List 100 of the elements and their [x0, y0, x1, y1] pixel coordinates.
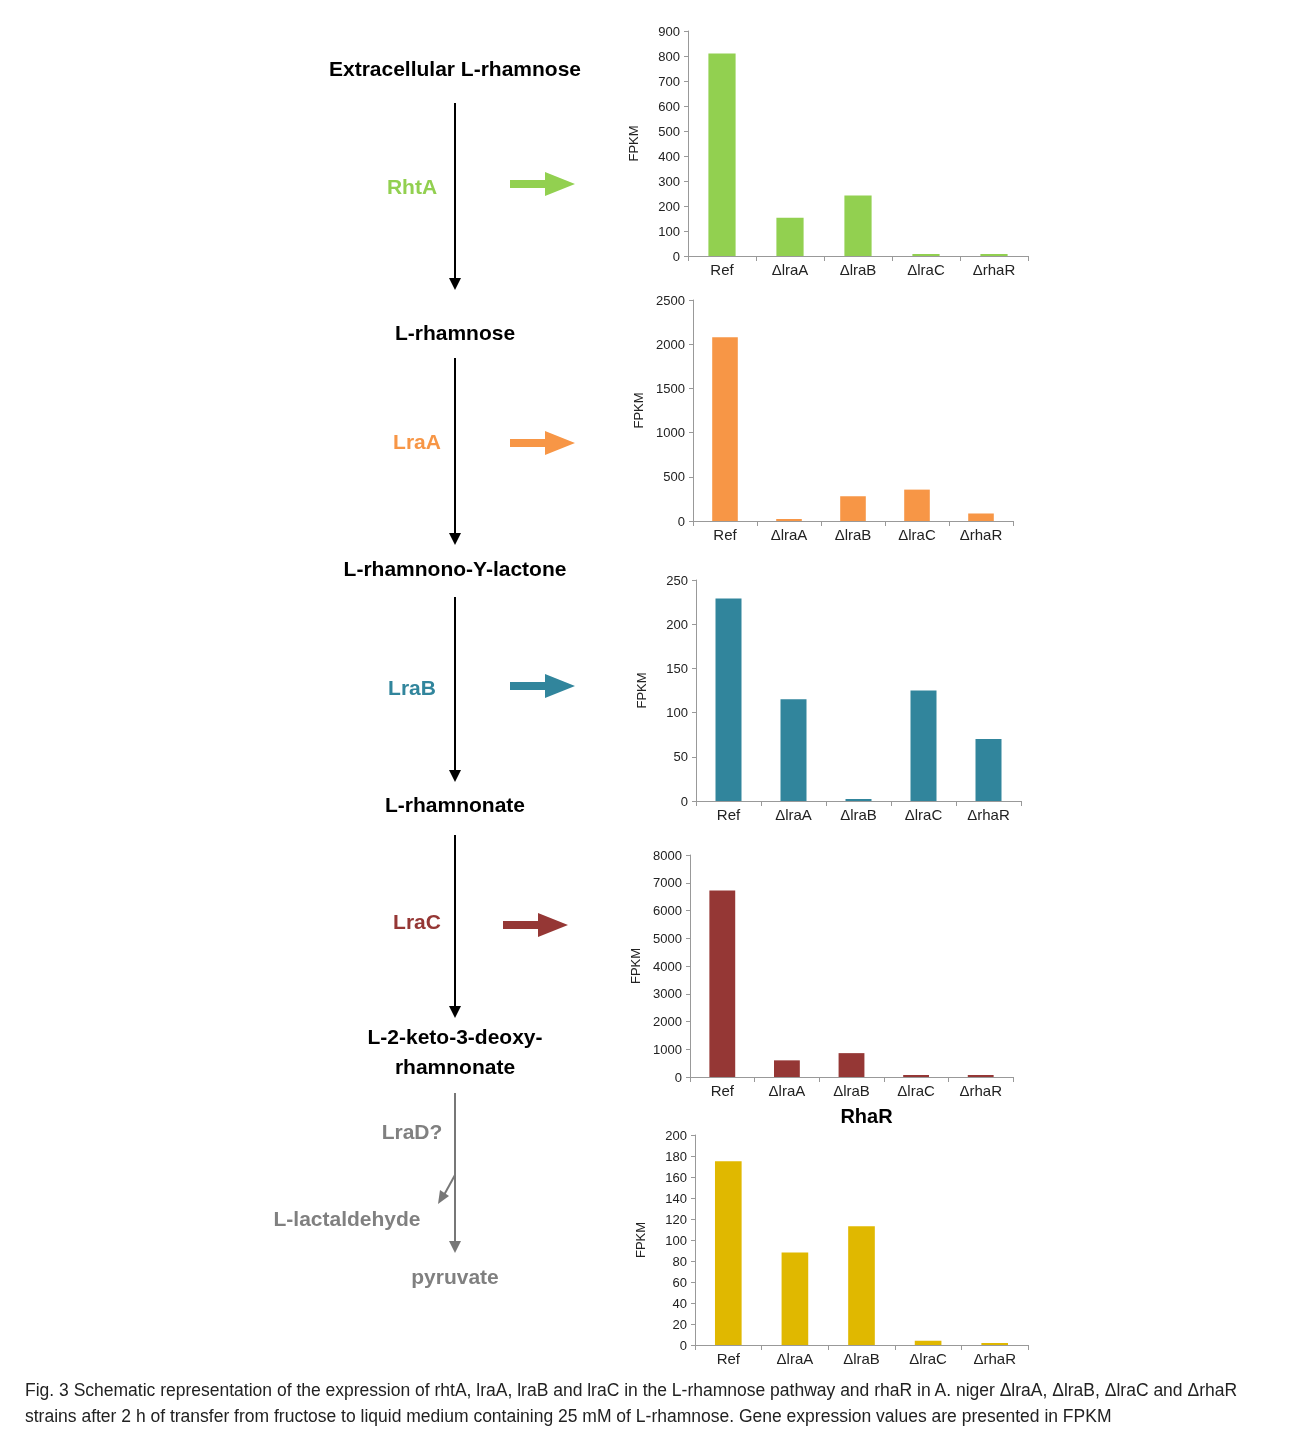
x-tick-label: ΔlraB	[840, 806, 877, 823]
y-tick-label: 1000	[656, 425, 685, 441]
y-tick-label: 7000	[653, 875, 682, 891]
y-tick-label: 200	[666, 616, 688, 632]
y-tick-label: 40	[672, 1295, 687, 1311]
x-tick-label: ΔrhaR	[973, 1350, 1017, 1367]
text: L-rhamnonate	[384, 792, 526, 818]
text: L-lactaldehyde	[273, 1206, 421, 1232]
y-axis-title: FPKM	[626, 125, 641, 162]
y-tick-label: 500	[658, 123, 680, 139]
y-axis-title: FPKM	[634, 672, 649, 709]
y-tick-label: 4000	[653, 958, 682, 974]
y-tick-label: 1500	[656, 380, 685, 396]
y-tick-label: 0	[672, 248, 680, 264]
x-tick-label: Ref	[716, 1350, 741, 1367]
bar	[844, 195, 872, 256]
chart-title: RhaR	[840, 1105, 894, 1127]
y-tick-label: 400	[658, 148, 680, 164]
x-tick-label: ΔlraC	[898, 526, 936, 543]
bar	[848, 1226, 875, 1345]
text: Extracellular L-rhamnose	[328, 56, 582, 82]
y-tick-label: 20	[672, 1316, 687, 1332]
text: RhtA	[386, 174, 438, 200]
bar	[840, 496, 866, 521]
x-tick-label: ΔlraA	[768, 1082, 806, 1099]
y-tick-label: 250	[666, 572, 688, 588]
y-tick-label: 80	[672, 1253, 687, 1269]
y-tick-label: 8000	[653, 847, 682, 863]
x-tick-label: ΔrhaR	[959, 526, 1003, 543]
x-tick-label: Ref	[713, 526, 738, 543]
y-tick-label: 2500	[656, 292, 685, 308]
y-tick-label: 180	[665, 1148, 687, 1164]
y-axis-title: FPKM	[628, 947, 643, 985]
y-tick-label: 0	[674, 1069, 682, 1085]
y-axis-title: FPKM	[633, 1221, 648, 1259]
text: L-rhamnono-Y-lactone	[343, 556, 567, 582]
y-tick-label: 6000	[653, 903, 682, 918]
y-tick-label: 900	[658, 23, 680, 39]
bar	[715, 598, 742, 801]
y-tick-label: 120	[665, 1211, 687, 1227]
y-tick-label: 200	[658, 198, 680, 214]
y-tick-label: 300	[658, 173, 680, 189]
x-tick-label: ΔlraC	[897, 1082, 936, 1099]
x-tick-label: ΔlraA	[770, 526, 808, 543]
y-tick-label: 100	[665, 1232, 687, 1248]
text: LraD?	[381, 1119, 443, 1145]
y-tick-label: 60	[672, 1274, 687, 1290]
y-tick-label: 5000	[653, 930, 682, 946]
bar	[914, 1340, 942, 1345]
y-tick-label: 50	[673, 749, 688, 765]
y-tick-label: 150	[666, 660, 688, 676]
bar	[773, 1060, 800, 1077]
x-tick-label: ΔlraB	[839, 261, 877, 278]
y-tick-label: 0	[677, 513, 685, 529]
y-tick-label: 100	[658, 223, 680, 239]
x-tick-label: ΔlraC	[904, 806, 943, 823]
bar	[712, 337, 738, 521]
y-tick-label: 700	[658, 73, 680, 89]
x-tick-label: ΔlraA	[776, 1350, 814, 1367]
x-tick-label: ΔrhaR	[959, 1082, 1003, 1099]
bar	[780, 699, 807, 801]
y-tick-label: 600	[658, 98, 680, 114]
x-tick-label: Ref	[710, 1082, 735, 1099]
y-tick-label: 140	[665, 1190, 687, 1206]
y-tick-label: 800	[658, 48, 680, 64]
y-tick-label: 2000	[653, 1014, 682, 1029]
x-tick-label: Ref	[710, 261, 735, 278]
text: pyruvate	[411, 1264, 499, 1290]
bar	[838, 1053, 865, 1077]
y-tick-label: 200	[665, 1127, 687, 1143]
bar	[776, 217, 804, 256]
x-tick-label: ΔlraC	[907, 261, 945, 278]
x-tick-label: ΔlraB	[834, 526, 872, 543]
y-tick-label: 3000	[653, 986, 682, 1002]
bar	[709, 890, 736, 1077]
bar	[910, 690, 937, 801]
y-axis-title: FPKM	[631, 392, 646, 429]
bar	[708, 53, 736, 256]
x-tick-label: Ref	[716, 806, 741, 823]
y-tick-label: 0	[679, 1337, 687, 1353]
x-tick-label: ΔlraC	[909, 1350, 948, 1367]
y-tick-label: 100	[666, 705, 688, 721]
bar	[781, 1252, 809, 1345]
bar	[904, 489, 930, 521]
x-tick-label: ΔlraA	[771, 261, 809, 278]
bar	[975, 739, 1002, 801]
y-tick-label: 2000	[656, 336, 685, 352]
y-tick-label: 0	[680, 793, 688, 809]
y-tick-label: 160	[665, 1169, 687, 1185]
x-tick-label: ΔlraB	[833, 1082, 870, 1099]
y-tick-label: 500	[663, 469, 685, 485]
bar	[968, 513, 994, 521]
caption: Fig. 3 Schematic representation of the expression of rhtA, lraA, lraB and lraC in the L-rhamnose pathway and rhaR in A. niger ΔlraA, ΔlraB, ΔlraC and ΔrhaR strains after 2 h of transfer from fructose to liquid medium containing 25 mM of L-rhamnose. Gene expression values are presented in FPKM	[25, 1379, 1239, 1428]
text: L-rhamnose	[394, 320, 516, 346]
x-tick-label: ΔrhaR	[967, 806, 1010, 823]
bar	[714, 1161, 742, 1345]
x-tick-label: ΔlraB	[843, 1350, 880, 1367]
y-tick-label: 1000	[653, 1041, 682, 1057]
text: LraA	[393, 429, 441, 455]
text: LraB	[388, 675, 436, 701]
